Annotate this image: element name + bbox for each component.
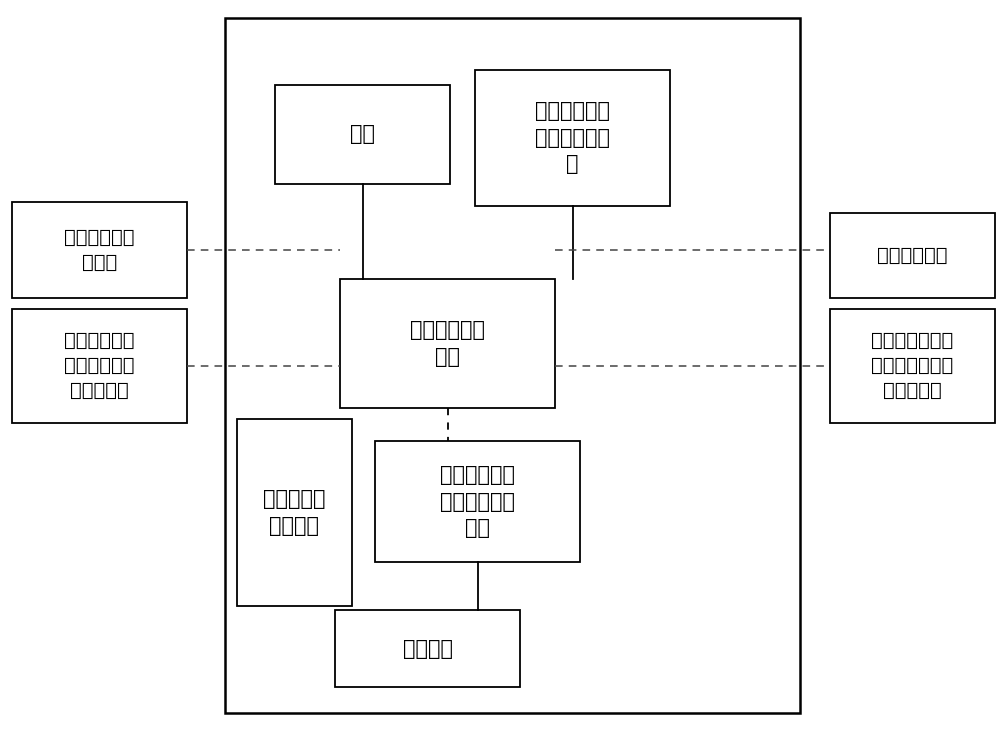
Bar	[225, 18, 800, 713]
Text: 电动汽车: 电动汽车	[402, 639, 452, 659]
Bar	[475, 70, 670, 206]
Bar	[12, 202, 187, 298]
Text: 非接触式充
放电设备: 非接触式充 放电设备	[263, 490, 326, 536]
Bar	[830, 213, 995, 298]
Bar	[340, 279, 555, 408]
Text: 电动汽车智能充
换电服务网络运
营监控设备: 电动汽车智能充 换电服务网络运 营监控设备	[871, 331, 954, 400]
Text: 传导式超高功
率密度充放电
模块: 传导式超高功 率密度充放电 模块	[440, 465, 515, 538]
Text: 电网调度自动
化设备: 电网调度自动 化设备	[64, 228, 135, 272]
Text: 电网: 电网	[350, 124, 375, 144]
Bar	[237, 419, 352, 606]
Text: 智能交通设备: 智能交通设备	[877, 246, 948, 265]
Text: 互动协调控制
设备: 互动协调控制 设备	[410, 320, 485, 367]
Bar	[335, 610, 520, 687]
Text: 新能源和可再
生能源发电在
线监测设备: 新能源和可再 生能源发电在 线监测设备	[64, 331, 135, 400]
Bar	[375, 441, 580, 562]
Text: 新能源和可再
生能源发电模
块: 新能源和可再 生能源发电模 块	[535, 101, 610, 174]
Bar	[830, 309, 995, 423]
Bar	[12, 309, 187, 423]
Bar	[275, 85, 450, 184]
